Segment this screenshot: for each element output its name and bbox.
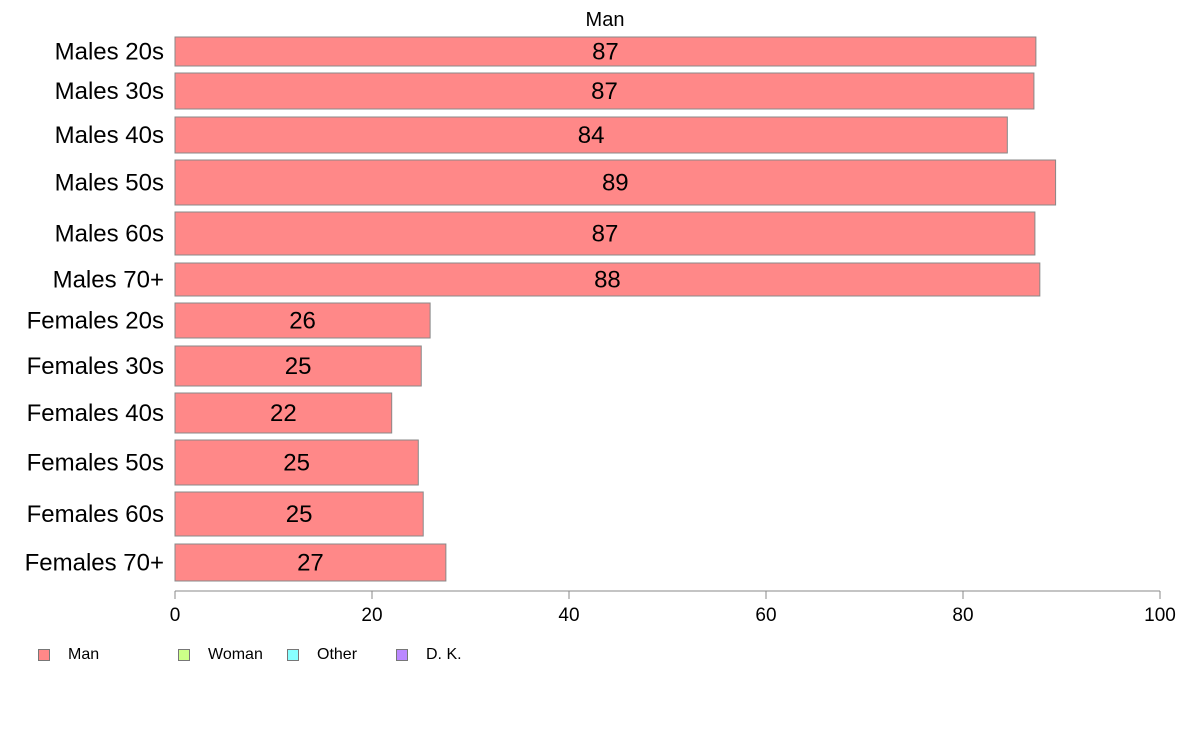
legend-label-woman: Woman xyxy=(208,646,263,663)
bar xyxy=(174,345,422,387)
bar-value-label: 87 xyxy=(591,78,618,105)
legend-item-dk: D. K. xyxy=(396,646,462,664)
category-label: Males 30s xyxy=(55,78,164,105)
category-label: Females 50s xyxy=(27,450,164,477)
legend-swatch-woman xyxy=(178,649,190,661)
legend-swatch-dk xyxy=(396,649,408,661)
bar xyxy=(174,36,1037,67)
x-tick-label: 40 xyxy=(558,605,579,626)
bar-value-label: 27 xyxy=(297,550,324,577)
bar-value-label: 25 xyxy=(286,501,313,528)
bar-value-label: 87 xyxy=(592,39,619,66)
bar-value-label: 87 xyxy=(592,221,619,248)
bar-value-label: 22 xyxy=(270,400,297,427)
legend-item-man: Man xyxy=(38,646,178,664)
bar xyxy=(174,262,1041,297)
bar-value-label: 26 xyxy=(289,308,316,335)
x-axis: 0 20 40 60 80 100 xyxy=(170,590,1176,626)
category-label: Females 70+ xyxy=(25,550,164,577)
category-label: Males 70+ xyxy=(53,267,164,294)
chart-title: Man xyxy=(586,9,625,31)
bar xyxy=(174,116,1008,154)
legend-item-other: Other xyxy=(287,646,396,664)
category-label: Females 60s xyxy=(27,501,164,528)
x-tick-label: 20 xyxy=(361,605,382,626)
bar xyxy=(174,159,1057,206)
legend-label-dk: D. K. xyxy=(426,646,462,663)
bar xyxy=(174,72,1035,110)
category-label: Females 30s xyxy=(27,353,164,380)
legend-label-man: Man xyxy=(68,646,100,663)
bar-value-label: 25 xyxy=(285,353,312,380)
category-label: Males 20s xyxy=(55,39,164,66)
category-label: Males 40s xyxy=(55,122,164,149)
bar xyxy=(174,302,431,339)
bar-value-label: 88 xyxy=(594,267,621,294)
x-tick-label: 100 xyxy=(1144,605,1176,626)
legend-swatch-man xyxy=(38,649,50,661)
bar xyxy=(174,211,1036,256)
bar-value-label: 89 xyxy=(602,170,629,197)
legend: Man Woman Other D. K. xyxy=(38,646,462,664)
bar xyxy=(174,491,424,537)
legend-item-woman: Woman xyxy=(178,646,287,664)
legend-swatch-other xyxy=(287,649,299,661)
category-label: Females 40s xyxy=(27,400,164,427)
bar-value-label: 25 xyxy=(283,450,310,477)
bars-group: Males 20s 87 Males 30s 87 Males 40s 84 Males 5… xyxy=(25,36,1057,582)
bar xyxy=(174,392,393,434)
bar-value-label: 84 xyxy=(578,122,605,149)
legend-label-other: Other xyxy=(317,646,358,663)
category-label: Females 20s xyxy=(27,308,164,335)
bar xyxy=(174,543,447,582)
category-label: Males 60s xyxy=(55,221,164,248)
category-label: Males 50s xyxy=(55,170,164,197)
x-tick-label: 60 xyxy=(755,605,776,626)
x-tick-label: 80 xyxy=(952,605,973,626)
bar xyxy=(174,439,419,486)
x-tick-label: 0 xyxy=(170,605,181,626)
